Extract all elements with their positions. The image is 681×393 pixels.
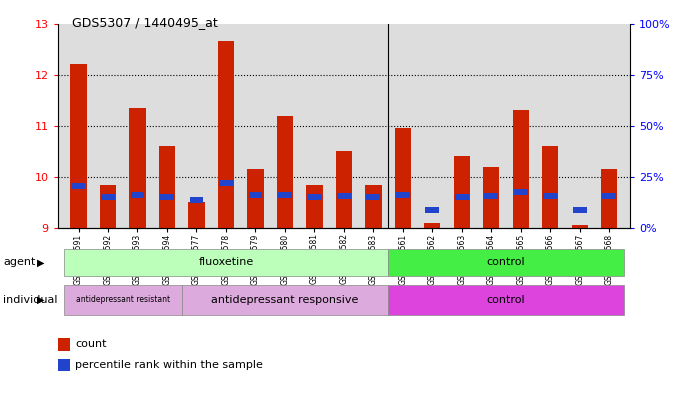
Bar xyxy=(189,197,204,203)
Bar xyxy=(129,108,146,228)
Bar xyxy=(542,146,558,228)
Bar xyxy=(160,194,174,200)
Bar xyxy=(189,202,204,228)
Text: fluoxetine: fluoxetine xyxy=(198,257,253,267)
Bar xyxy=(219,180,233,186)
Text: control: control xyxy=(487,295,526,305)
Bar xyxy=(514,189,528,195)
Bar xyxy=(182,285,388,315)
Text: ▶: ▶ xyxy=(37,257,45,267)
Bar xyxy=(454,156,470,228)
Bar xyxy=(573,207,587,213)
Bar xyxy=(424,223,441,228)
Text: control: control xyxy=(487,257,526,267)
Text: count: count xyxy=(75,340,106,349)
Bar xyxy=(72,183,85,189)
Bar xyxy=(395,129,411,228)
Bar xyxy=(159,146,175,228)
Bar xyxy=(249,192,262,198)
Bar xyxy=(513,110,529,228)
Text: percentile rank within the sample: percentile rank within the sample xyxy=(75,360,263,370)
Bar xyxy=(100,185,116,228)
Text: individual: individual xyxy=(3,295,58,305)
Bar xyxy=(70,64,86,228)
Bar xyxy=(388,285,624,315)
Bar xyxy=(388,249,624,275)
Bar xyxy=(543,193,557,199)
Text: ▶: ▶ xyxy=(37,295,45,305)
Bar xyxy=(366,194,380,200)
Bar xyxy=(278,192,292,198)
Bar xyxy=(101,194,115,200)
Text: antidepressant resistant: antidepressant resistant xyxy=(76,295,170,304)
Bar xyxy=(601,169,618,228)
Bar xyxy=(308,194,321,200)
Bar xyxy=(58,359,70,371)
Bar xyxy=(571,225,588,228)
Bar xyxy=(455,194,469,200)
Bar xyxy=(276,116,293,228)
Bar xyxy=(64,249,388,275)
Text: agent: agent xyxy=(3,257,36,267)
Bar xyxy=(336,151,352,228)
Bar xyxy=(218,41,234,228)
Bar xyxy=(64,285,182,315)
Bar xyxy=(426,207,439,213)
Bar xyxy=(247,169,264,228)
Bar xyxy=(396,192,410,198)
Bar xyxy=(337,193,351,199)
Text: GDS5307 / 1440495_at: GDS5307 / 1440495_at xyxy=(72,16,217,29)
Bar xyxy=(131,192,144,198)
Bar xyxy=(603,193,616,199)
Bar xyxy=(484,193,498,199)
Bar xyxy=(58,338,70,351)
Bar xyxy=(365,185,381,228)
Text: antidepressant responsive: antidepressant responsive xyxy=(211,295,359,305)
Bar xyxy=(306,185,323,228)
Bar xyxy=(484,167,499,228)
